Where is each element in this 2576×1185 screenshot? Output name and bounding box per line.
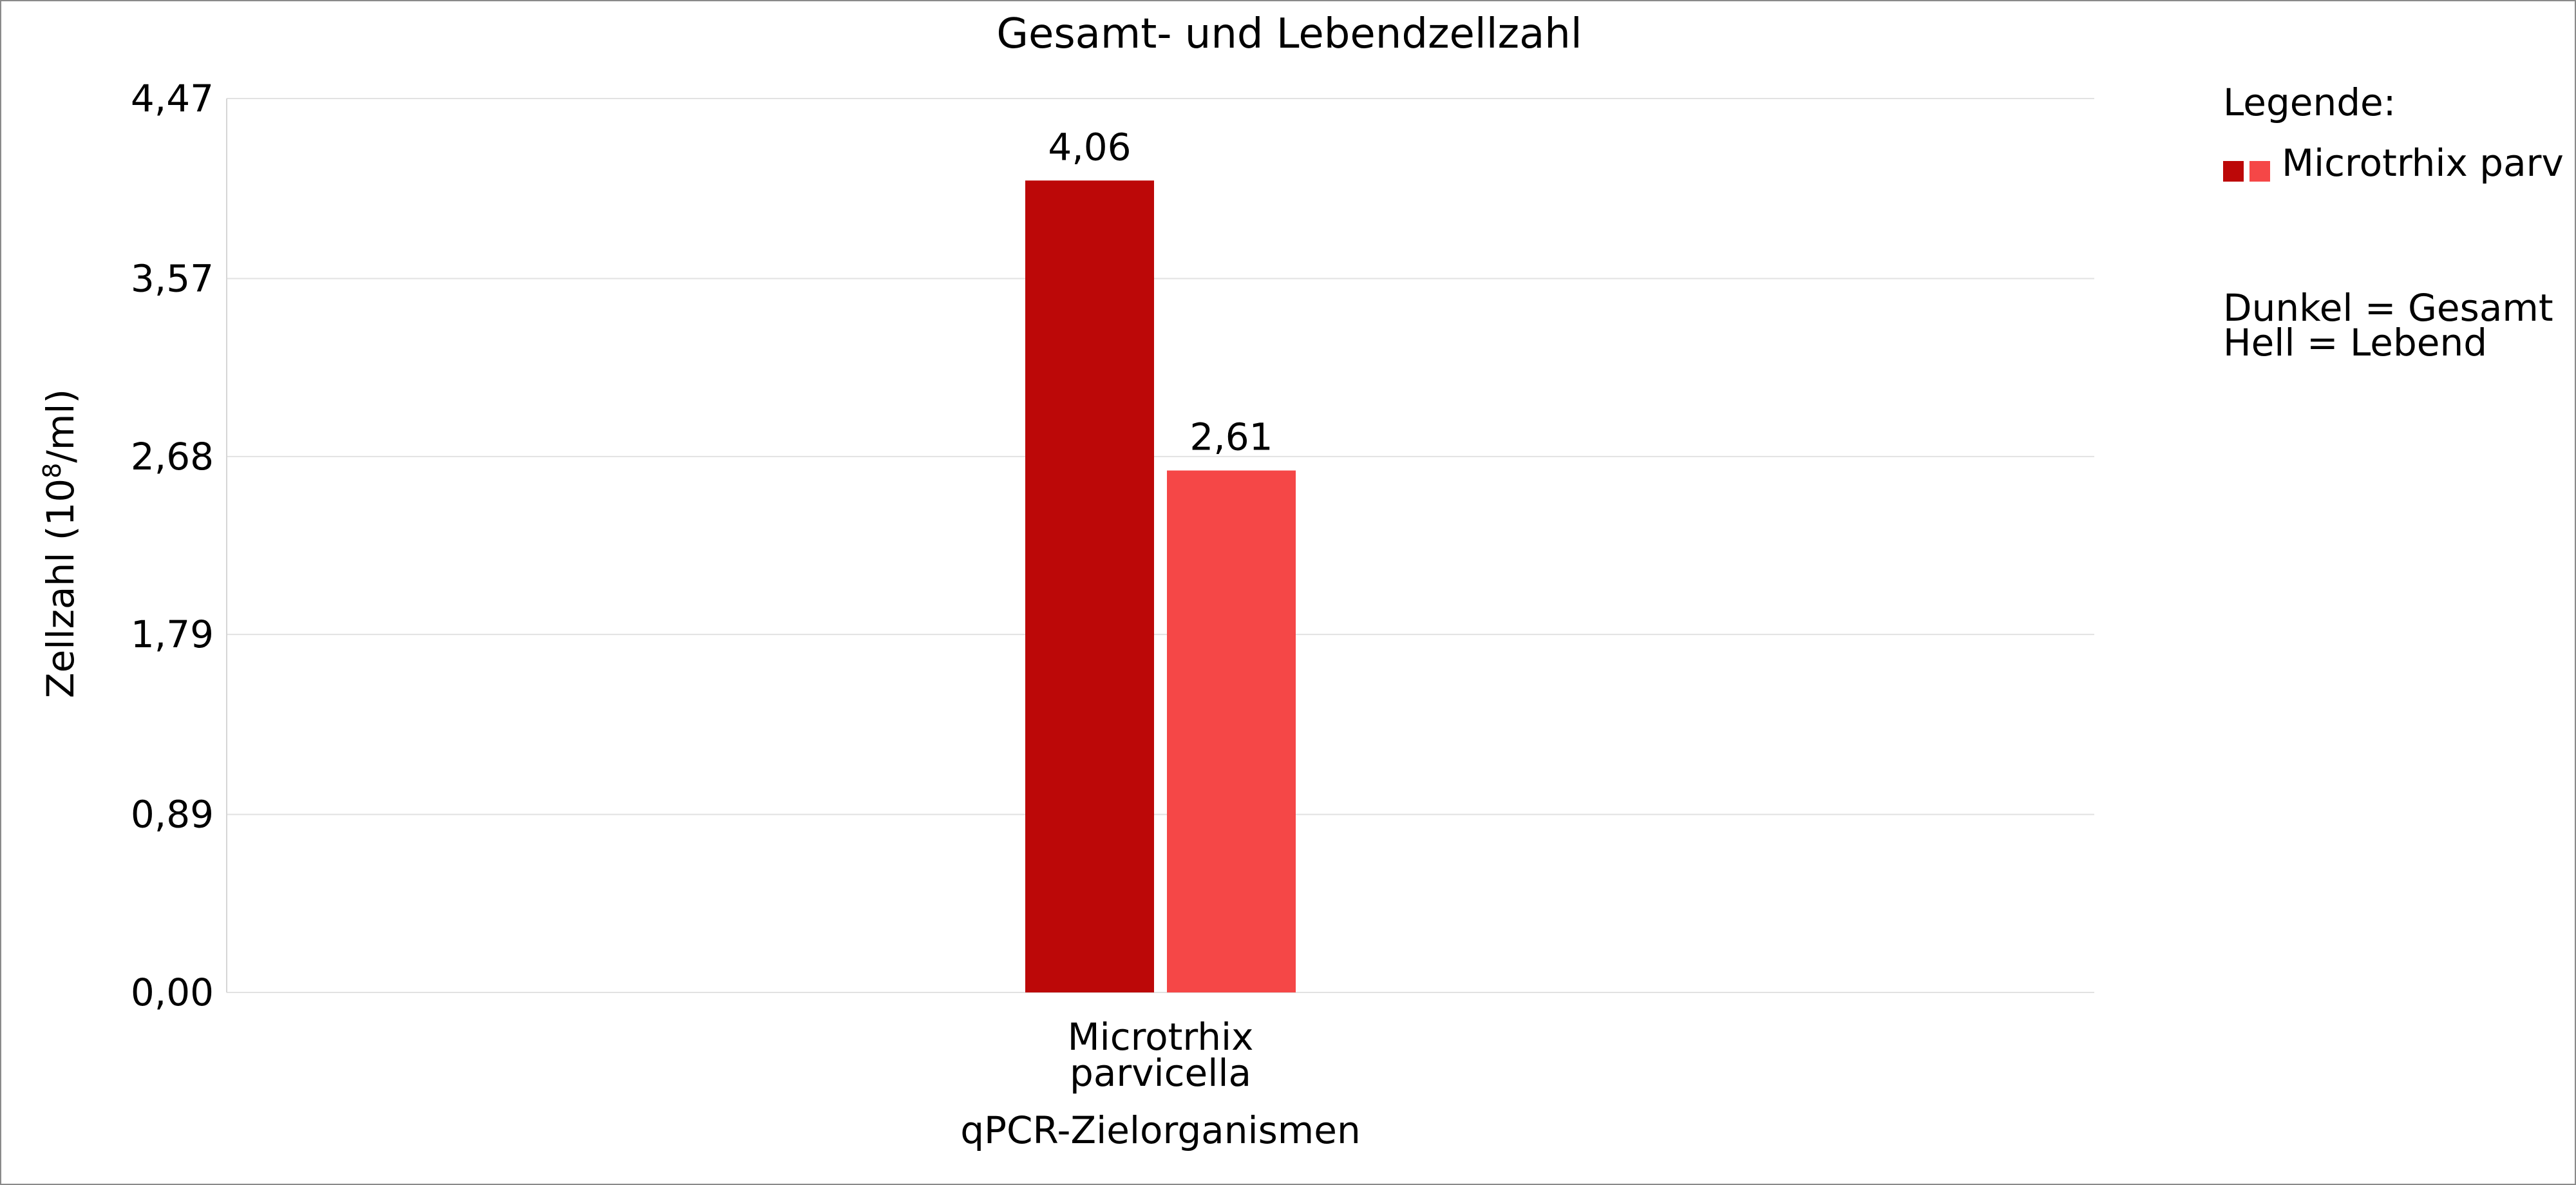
legend-entry-label: Microtrhix parv <box>2282 141 2564 185</box>
x-category-label: parvicella <box>1070 1051 1251 1095</box>
y-axis: 0,00 0,89 1,79 2,68 3,57 4,47 <box>131 77 227 1014</box>
y-axis-title-superscript: 8 <box>38 463 66 479</box>
y-tick-label: 3,57 <box>131 256 214 300</box>
legend-note-light: Hell = Lebend <box>2223 321 2487 365</box>
bar-value-label: 4,06 <box>1048 125 1131 169</box>
x-category-label: Microtrhix <box>1068 1015 1254 1059</box>
y-axis-title-main: Zellzahl (10 <box>39 479 82 698</box>
x-axis-title: qPCR-Zielorganismen <box>960 1108 1361 1152</box>
data-labels: 4,06 2,61 <box>1048 125 1273 459</box>
y-tick-label: 1,79 <box>131 612 214 656</box>
y-axis-title: Zellzahl (108/ml) <box>38 389 82 698</box>
bar-value-label: 2,61 <box>1189 415 1273 459</box>
bar-gesamt <box>1025 180 1154 992</box>
legend-title: Legende: <box>2223 81 2396 124</box>
y-tick-label: 4,47 <box>131 77 214 120</box>
chart-title: Gesamt- und Lebendzellzahl <box>996 10 1582 58</box>
legend-swatch-dark <box>2223 161 2244 182</box>
legend-note-dark: Dunkel = Gesamt <box>2223 286 2553 330</box>
legend: Legende: Microtrhix parv Dunkel = Gesamt… <box>2223 81 2564 365</box>
y-tick-label: 0,89 <box>131 793 214 837</box>
legend-swatch-light <box>2249 161 2270 182</box>
bars <box>1025 180 1296 992</box>
y-tick-label: 2,68 <box>131 435 214 479</box>
y-tick-label: 0,00 <box>131 971 214 1014</box>
bar-lebend <box>1167 470 1296 992</box>
grid-lines <box>227 98 2094 993</box>
y-axis-title-tail: /ml) <box>39 389 82 463</box>
